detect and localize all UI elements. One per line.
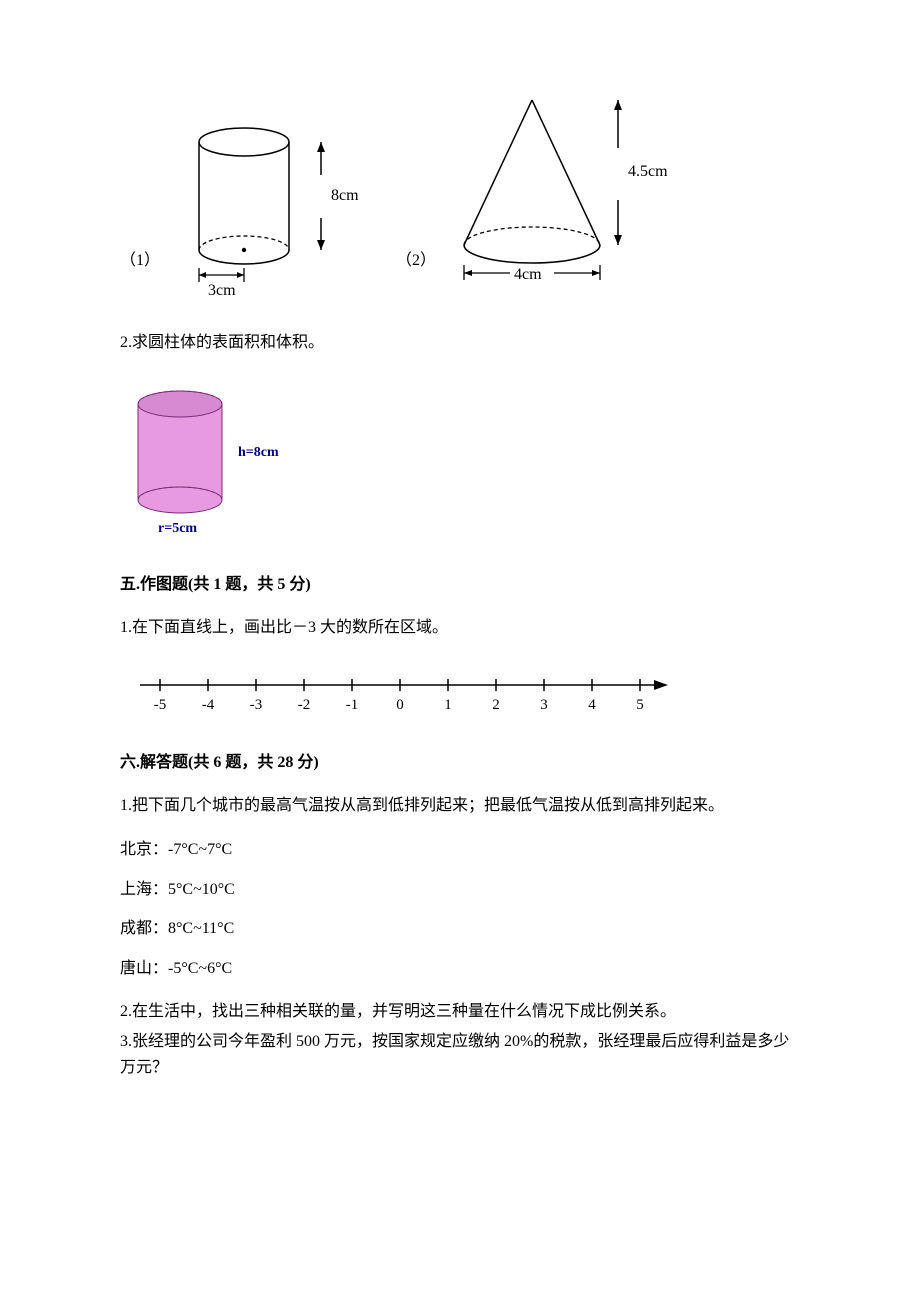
- figure-1-group: （1） 3cm 8cm: [120, 100, 366, 300]
- cone-height-label: 4.5cm: [628, 163, 668, 180]
- city-name: 唐山: [120, 960, 152, 977]
- city-range: -5°C~6°C: [168, 960, 232, 977]
- cone-base-label: 4cm: [514, 266, 542, 283]
- section-5-q1: 1.在下面直线上，画出比－3 大的数所在区域。: [120, 615, 800, 641]
- cylinder-2-figure: h=8cm r=5cm: [120, 374, 800, 544]
- number-line-svg: -5 -4 -3 -2 -1 0 1 2 3 4 5: [120, 667, 680, 722]
- number-line-tick-label: 3: [540, 697, 548, 713]
- figure-1-label: （1）: [120, 248, 160, 300]
- city-row: 成都：8°C~11°C: [120, 916, 800, 942]
- number-line-tick-label: -4: [202, 697, 215, 713]
- city-name: 成都: [120, 920, 152, 937]
- figure-2-group: （2） 4cm 4.5cm: [396, 90, 672, 300]
- number-line-tick-label: 2: [492, 697, 500, 713]
- top-figures-row: （1） 3cm 8cm （2）: [120, 90, 800, 300]
- number-line-figure: -5 -4 -3 -2 -1 0 1 2 3 4 5: [120, 667, 800, 722]
- number-line-tick-label: 5: [636, 697, 644, 713]
- number-line-tick-label: 1: [444, 697, 452, 713]
- question-2-text: 2.求圆柱体的表面积和体积。: [120, 330, 800, 356]
- city-name: 上海: [120, 881, 152, 898]
- number-line-tick-label: 4: [588, 697, 596, 713]
- city-row: 上海：5°C~10°C: [120, 877, 800, 903]
- section-6-q1: 1.把下面几个城市的最高气温按从高到低排列起来；把最低气温按从低到高排列起来。: [120, 793, 800, 819]
- cylinder-2-svg: h=8cm r=5cm: [120, 374, 320, 544]
- section-6-q2: 2.在生活中，找出三种相关联的量，并写明这三种量在什么情况下成比例关系。: [120, 999, 800, 1025]
- cylinder-2-h-label: h=8cm: [238, 445, 279, 460]
- section-5-title: 五.作图题(共 1 题，共 5 分): [120, 572, 800, 598]
- city-row: 北京：-7°C~7°C: [120, 837, 800, 863]
- cylinder-1-svg: 3cm 8cm: [166, 100, 366, 300]
- number-line-tick-label: -2: [298, 697, 311, 713]
- city-row: 唐山：-5°C~6°C: [120, 956, 800, 982]
- city-range: 8°C~11°C: [168, 920, 234, 937]
- number-line-tick-label: 0: [396, 697, 404, 713]
- section-6-q3: 3.张经理的公司今年盈利 500 万元，按国家规定应缴纳 20%的税款，张经理最…: [120, 1029, 800, 1080]
- cone-svg: 4cm 4.5cm: [442, 90, 672, 300]
- number-line-tick-label: -3: [250, 697, 263, 713]
- figure-2-label: （2）: [396, 248, 436, 300]
- number-line-tick-label: -5: [154, 697, 167, 713]
- city-list: 北京：-7°C~7°C 上海：5°C~10°C 成都：8°C~11°C 唐山：-…: [120, 837, 800, 981]
- cylinder-1-radius-label: 3cm: [208, 282, 236, 299]
- cylinder-1-height-label: 8cm: [331, 187, 359, 204]
- cylinder-2-r-label: r=5cm: [158, 521, 197, 536]
- section-6-title: 六.解答题(共 6 题，共 28 分): [120, 750, 800, 776]
- number-line-tick-label: -1: [346, 697, 359, 713]
- city-name: 北京: [120, 841, 152, 858]
- city-range: 5°C~10°C: [168, 881, 235, 898]
- city-range: -7°C~7°C: [168, 841, 232, 858]
